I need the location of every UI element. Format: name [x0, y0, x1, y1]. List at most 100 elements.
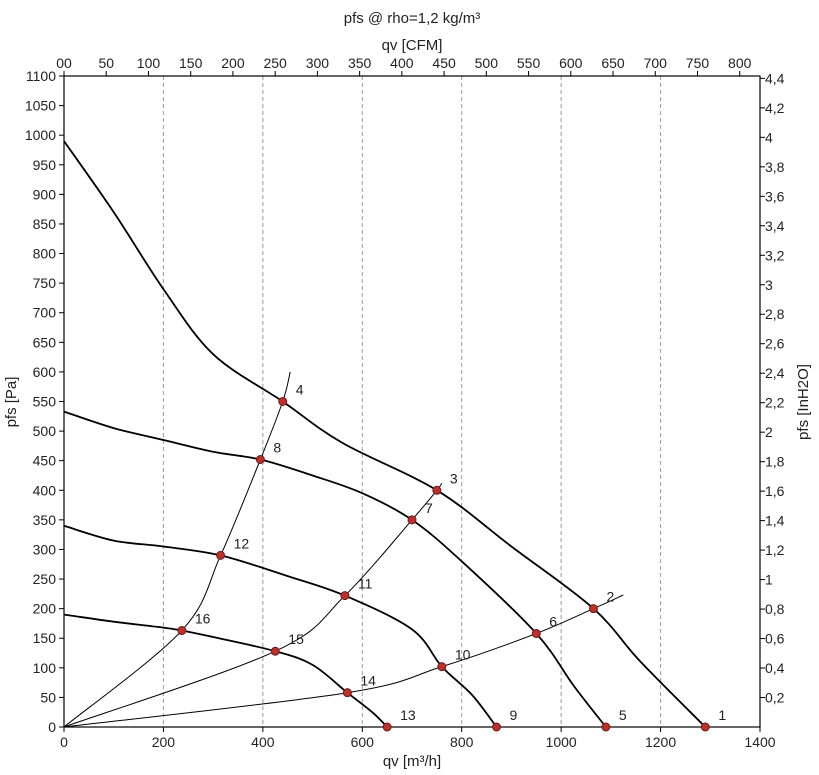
y-tick-label: 350	[33, 512, 57, 528]
operating-point-marker	[278, 397, 288, 406]
bottom-x-axis-label: qv [m³/h]	[383, 753, 441, 770]
x2-tick-label: 400	[390, 55, 414, 71]
operating-point-marker	[601, 722, 611, 732]
x2-tick-label: 00	[56, 55, 72, 71]
operating-point-marker	[588, 604, 598, 614]
y-tick-label: 0	[48, 719, 56, 735]
x2-tick-label: 800	[728, 55, 752, 71]
y-tick-label: 100	[33, 660, 57, 676]
operating-point-label: 6	[549, 613, 557, 629]
x2-tick-label: 450	[432, 55, 456, 71]
x2-tick-label: 250	[263, 55, 287, 71]
top-x-axis-label: qv [CFM]	[382, 37, 443, 54]
y2-tick-label: 2,2	[765, 395, 785, 411]
y2-tick-label: 3,4	[765, 218, 785, 234]
y2-tick-label: 0,8	[765, 601, 785, 617]
x2-tick-label: 50	[98, 55, 114, 71]
operating-point-label: 9	[510, 707, 518, 723]
y2-tick-label: 0,6	[765, 631, 785, 647]
y-tick-label: 450	[33, 453, 57, 469]
x-tick-label: 600	[351, 734, 375, 750]
y2-tick-label: 2,8	[765, 306, 785, 322]
y2-tick-label: 1,6	[765, 483, 785, 499]
fan-curve-line	[63, 140, 706, 728]
y2-tick-label: 2,4	[765, 365, 785, 381]
x2-tick-label: 300	[306, 55, 330, 71]
grid-lines	[162, 76, 662, 727]
y2-tick-label: 4,4	[765, 70, 785, 86]
y-tick-label: 600	[33, 364, 57, 380]
operating-point-label: 1	[718, 707, 726, 723]
operating-point-label: 4	[296, 382, 304, 398]
operating-point-label: 12	[234, 535, 250, 551]
y2-tick-label: 2,6	[765, 336, 785, 352]
y-tick-label: 650	[33, 334, 57, 350]
y2-tick-label: 4	[765, 129, 773, 145]
y-tick-label: 800	[33, 246, 57, 262]
operating-point-label: 7	[425, 500, 433, 516]
y-tick-label: 50	[40, 689, 56, 705]
fan-curves	[63, 140, 706, 728]
y-tick-label: 500	[33, 423, 57, 439]
y2-tick-label: 1,2	[765, 542, 785, 558]
x-tick-label: 1200	[645, 734, 676, 750]
y-tick-label: 250	[33, 571, 57, 587]
x2-tick-label: 600	[559, 55, 583, 71]
x-tick-label: 1000	[546, 734, 577, 750]
x2-tick-label: 100	[137, 55, 161, 71]
x2-tick-label: 550	[517, 55, 541, 71]
operating-point-label: 13	[400, 707, 416, 723]
right-y-axis-label: pfs [InH2O]	[795, 364, 812, 440]
operating-point-marker	[382, 722, 392, 732]
x-tick-label: 1400	[744, 734, 775, 750]
operating-point-marker	[407, 515, 417, 525]
operating-point-label: 10	[455, 647, 471, 663]
y2-tick-label: 3,2	[765, 247, 785, 263]
operating-point-marker	[340, 591, 350, 601]
left-y-axis-label: pfs [Pa]	[3, 377, 20, 428]
operating-point-label: 16	[195, 611, 211, 627]
y2-tick-label: 4,2	[765, 100, 785, 116]
y2-tick-label: 0,2	[765, 690, 785, 706]
x-tick-label: 200	[152, 734, 176, 750]
system-curve-line	[63, 371, 291, 728]
x2-tick-label: 650	[601, 55, 625, 71]
y2-tick-label: 3,8	[765, 159, 785, 175]
y2-tick-label: 1,4	[765, 513, 785, 529]
fan-curve-line	[63, 524, 498, 728]
y-tick-label: 1000	[25, 127, 56, 143]
y2-tick-label: 0,4	[765, 660, 785, 676]
y-tick-label: 1100	[26, 68, 56, 84]
y-tick-label: 950	[33, 157, 57, 173]
y2-tick-label: 1	[765, 572, 773, 588]
operating-point-label: 3	[450, 470, 458, 486]
x2-tick-label: 200	[221, 55, 245, 71]
y-tick-label: 400	[33, 482, 57, 498]
y-tick-label: 150	[33, 630, 57, 646]
fan-curve-line	[63, 410, 607, 728]
y2-tick-label: 3	[765, 277, 773, 293]
y2-tick-label: 3,6	[765, 188, 785, 204]
operating-point-label: 5	[619, 707, 627, 723]
x2-tick-label: 350	[348, 55, 372, 71]
x-tick-label: 0	[60, 734, 68, 750]
y-tick-label: 550	[33, 394, 57, 410]
fan-curve-line	[63, 613, 388, 728]
operating-point-marker	[255, 454, 265, 464]
x-tick-label: 400	[251, 734, 275, 750]
operating-point-marker	[432, 485, 442, 495]
operating-point-label: 15	[288, 631, 304, 647]
y-tick-label: 900	[33, 186, 57, 202]
operating-point-marker	[437, 662, 447, 672]
operating-point-marker	[342, 688, 352, 698]
x-tick-label: 800	[450, 734, 474, 750]
axes	[59, 71, 765, 732]
y-tick-label: 700	[33, 305, 57, 321]
x2-tick-label: 750	[686, 55, 710, 71]
y2-tick-label: 2	[765, 424, 773, 440]
y-tick-label: 200	[33, 601, 57, 617]
operating-point-label: 2	[606, 589, 614, 605]
